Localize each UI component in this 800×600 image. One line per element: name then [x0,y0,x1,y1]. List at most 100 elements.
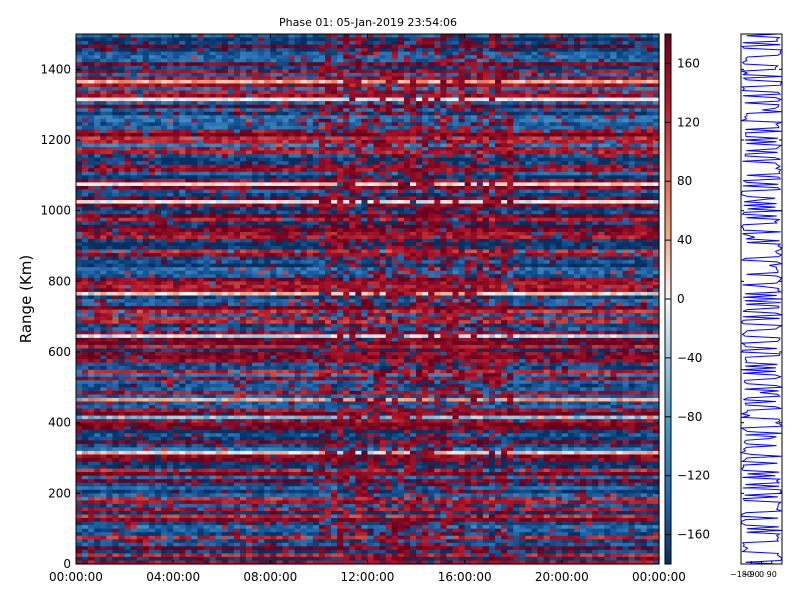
heatmap-cell [161,41,168,46]
heatmap-cell [440,171,448,176]
heatmap-cell [422,65,429,70]
heatmap-cell [488,196,496,201]
heatmap-cell [458,207,466,212]
heatmap-cell [573,171,581,176]
heatmap-cell [476,129,484,134]
heatmap-cell [239,48,247,53]
heatmap-cell [227,125,235,130]
heatmap-cell [537,164,545,169]
heatmap-cell [592,147,599,152]
heatmap-cell [391,193,399,198]
heatmap-cell [616,147,624,152]
heatmap-cell [385,97,393,102]
heatmap-cell [88,147,95,152]
heatmap-cell [482,143,490,148]
heatmap-cell [495,168,502,173]
heatmap-cell [549,44,557,49]
heatmap-cell [148,207,156,212]
heatmap-cell [385,164,393,169]
heatmap-cell [573,143,581,148]
heatmap-cell [403,44,411,49]
heatmap-cell [306,147,314,152]
heatmap-cell [501,111,508,116]
heatmap-cell [476,193,484,198]
heatmap-cell [586,69,593,74]
heatmap-cell [300,150,308,155]
heatmap-cell [221,55,229,60]
heatmap-cell [294,94,302,99]
heatmap-cell [604,150,612,155]
heatmap-cell [537,214,545,219]
heatmap-cell [501,55,508,60]
heatmap-cell [324,129,332,134]
heatmap-cell [361,136,369,141]
heatmap-cell [640,34,648,39]
heatmap-cell [610,171,618,176]
heatmap-cell [118,79,126,85]
heatmap-cell [586,178,593,183]
heatmap-cell [555,214,563,219]
heatmap-cell [191,210,199,215]
heatmap-cell [233,97,241,102]
heatmap-cell [130,41,138,46]
heatmap-cell [306,143,314,148]
heatmap-cell [446,83,454,88]
heatmap-cell [397,97,405,102]
heatmap-cell [282,178,290,183]
heatmap-cell [622,34,630,39]
heatmap-cell [561,111,569,116]
heatmap-cell [495,65,502,70]
heatmap-cell [646,168,654,173]
heatmap-cell [555,83,563,88]
heatmap-cell [458,214,466,219]
heatmap-cell [592,62,599,67]
heatmap-cell [112,90,120,95]
heatmap-cell [294,76,302,81]
heatmap-cell [191,122,199,127]
heatmap-cell [106,76,114,81]
heatmap-cell [604,193,612,198]
heatmap-cell [561,90,569,95]
heatmap-cell [276,41,284,46]
heatmap-cell [106,136,114,141]
heatmap-cell [385,41,393,46]
heatmap-cell [525,104,533,109]
heatmap-cell [513,62,520,67]
heatmap-cell [507,41,514,46]
heatmap-cell [148,58,156,63]
heatmap-cell [507,44,514,49]
heatmap-cell [610,193,618,198]
heatmap-cell [94,214,101,219]
heatmap-cell [385,34,393,39]
heatmap-cell [397,200,405,205]
heatmap-cell [227,48,235,53]
heatmap-cell [622,140,630,145]
heatmap-cell [148,44,156,49]
heatmap-cell [173,108,180,113]
heatmap-cell [130,136,138,141]
heatmap-cell [495,210,502,215]
heatmap-cell [525,203,533,208]
heatmap-cell [616,44,624,49]
heatmap-cell [167,83,174,88]
heatmap-cell [567,207,575,212]
heatmap-cell [416,143,423,148]
heatmap-cell [555,79,563,85]
heatmap-cell [252,140,259,145]
heatmap-cell [488,111,496,116]
heatmap-cell [167,87,174,92]
heatmap-cell [264,210,271,215]
heatmap-cell [586,83,593,88]
heatmap-cell [652,129,660,134]
heatmap-cell [264,161,271,166]
heatmap-cell [440,143,448,148]
heatmap-cell [118,37,126,42]
heatmap-cell [507,132,514,138]
heatmap-cell [282,193,290,198]
heatmap-cell [82,65,89,70]
heatmap-cell [76,72,83,77]
heatmap-cell [337,136,344,141]
heatmap-cell [185,122,192,127]
heatmap-cell [142,196,150,201]
heatmap-cell [543,104,551,109]
